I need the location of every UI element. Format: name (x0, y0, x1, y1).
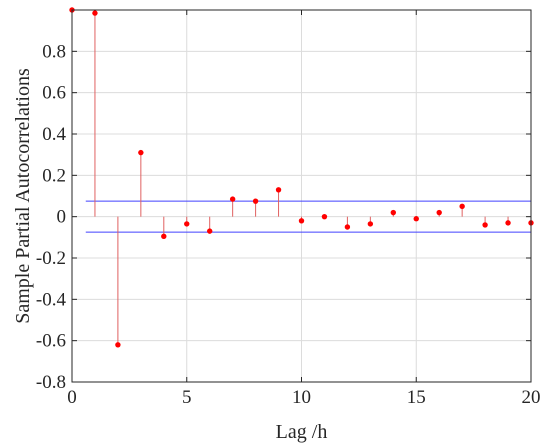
stem-marker (252, 198, 259, 204)
y-tick-label: -0.8 (36, 372, 66, 393)
stem-marker (482, 222, 488, 228)
x-tick-label: 20 (522, 387, 541, 408)
stem-marker (436, 209, 442, 216)
stem-marker (92, 10, 98, 16)
stem-marker (390, 209, 396, 216)
x-tick-label: 0 (67, 387, 77, 408)
stem-marker (298, 218, 305, 224)
stem-marker (161, 233, 167, 239)
stem-marker (138, 149, 144, 156)
x-tick-label: 5 (182, 387, 192, 408)
stem-marker (459, 203, 465, 210)
x-axis-title: Lag /h (276, 421, 328, 443)
y-tick-label: 0.6 (42, 83, 66, 104)
stem-marker (275, 187, 282, 193)
y-tick-label: 0 (57, 207, 67, 228)
y-tick-label: 0.8 (42, 41, 66, 62)
stem-marker (184, 221, 190, 227)
y-tick-label: -0.4 (36, 289, 67, 310)
y-tick-label: -0.2 (36, 248, 66, 269)
stem-marker (229, 196, 236, 202)
x-tick-label: 10 (292, 387, 311, 408)
confidence-bounds (85, 200, 531, 233)
stem-marker (413, 216, 419, 222)
stem-marker (344, 224, 351, 230)
stem-marker (367, 221, 374, 227)
stem-marker (321, 213, 328, 220)
stem-marker (115, 342, 121, 348)
y-tick-label: 0.2 (42, 165, 66, 186)
y-axis-title: Sample Partial Autocorrelations (12, 68, 34, 324)
y-tick-label: -0.6 (36, 331, 66, 352)
y-tick-label: 0.4 (42, 124, 66, 145)
stem-marker (207, 228, 213, 234)
ticks: 0 5 10 15 20 -0.8 -0.6 -0.4 -0.2 0 0.2 0.4 0.6 0.8 (36, 10, 541, 408)
x-tick-label: 15 (407, 387, 426, 408)
stem-marker (505, 220, 511, 226)
